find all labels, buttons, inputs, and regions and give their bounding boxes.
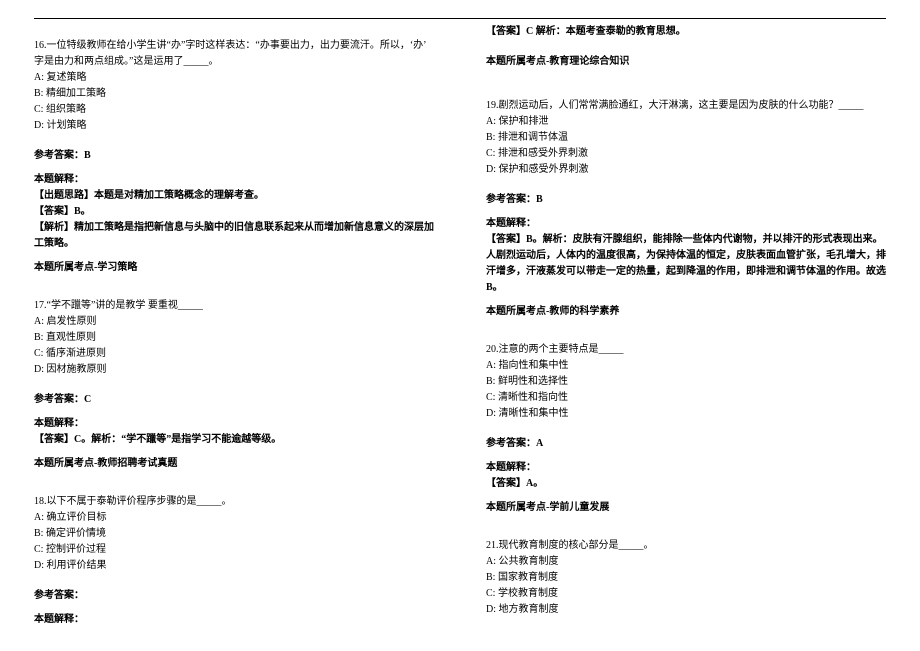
q16-block: 16.一位特级教师在给小学生讲“办”字时这样表达：“办事要出力，出力要流汗。所以… xyxy=(34,24,434,276)
q18-opt-b: B: 确定评价情境 xyxy=(34,526,434,542)
q17-opt-b: B: 直观性原则 xyxy=(34,330,434,346)
q18-stem: 18.以下不属于泰勒评价程序步骤的是_____。 xyxy=(34,494,434,510)
q19-answer: 参考答案：B xyxy=(486,192,886,208)
q21-opt-b: B: 国家教育制度 xyxy=(486,570,886,586)
q18-kaodian: 本题所属考点-教育理论综合知识 xyxy=(486,54,886,70)
q19-opt-b: B: 排泄和调节体温 xyxy=(486,130,886,146)
q17-block: 17.“学不躐等”讲的是教学 要重视_____ A: 启发性原则 B: 直观性原… xyxy=(34,298,434,472)
q20-opt-a: A: 指向性和集中性 xyxy=(486,358,886,374)
q19-jiexi-1: 【答案】B。解析：皮肤有汗腺组织，能排除一些体内代谢物，并以排汗的形式表现出来。… xyxy=(486,232,886,296)
q19-opt-a: A: 保护和排泄 xyxy=(486,114,886,130)
q18-jiexi-1: 【答案】C 解析：本题考查泰勒的教育思想。 xyxy=(486,24,886,40)
q20-jiexi-title: 本题解释： xyxy=(486,460,886,476)
q16-opt-a: A: 复述策略 xyxy=(34,70,434,86)
q16-jiexi-1: 【出题思路】本题是对精加工策略概念的理解考查。 xyxy=(34,188,434,204)
top-rule xyxy=(34,18,886,19)
q20-opt-c: C: 清晰性和指向性 xyxy=(486,390,886,406)
q20-jiexi-1: 【答案】A。 xyxy=(486,476,886,492)
q19-stem: 19.剧烈运动后，人们常常满脸通红，大汗淋漓，这主要是因为皮肤的什么功能？___… xyxy=(486,98,886,114)
q20-opt-d: D: 清晰性和集中性 xyxy=(486,406,886,422)
q20-answer: 参考答案：A xyxy=(486,436,886,452)
q18-opt-c: C: 控制评价过程 xyxy=(34,542,434,558)
q21-opt-d: D: 地方教育制度 xyxy=(486,602,886,618)
q20-block: 20.注意的两个主要特点是_____ A: 指向性和集中性 B: 鲜明性和选择性… xyxy=(486,342,886,516)
q19-opt-c: C: 排泄和感受外界刺激 xyxy=(486,146,886,162)
q21-stem: 21.现代教育制度的核心部分是_____。 xyxy=(486,538,886,554)
q21-block: 21.现代教育制度的核心部分是_____。 A: 公共教育制度 B: 国家教育制… xyxy=(486,538,886,618)
q17-opt-c: C: 循序渐进原则 xyxy=(34,346,434,362)
q16-opt-b: B: 精细加工策略 xyxy=(34,86,434,102)
q18-opt-d: D: 利用评价结果 xyxy=(34,558,434,574)
q17-jiexi-1: 【答案】C。解析：“学不躐等”是指学习不能逾越等级。 xyxy=(34,432,434,448)
q17-opt-a: A: 启发性原则 xyxy=(34,314,434,330)
q21-opt-c: C: 学校教育制度 xyxy=(486,586,886,602)
q17-jiexi-title: 本题解释： xyxy=(34,416,434,432)
q16-jiexi-3: 【解析】精加工策略是指把新信息与头脑中的旧信息联系起来从而增加新信息意义的深层加… xyxy=(34,220,434,252)
q21-opt-a: A: 公共教育制度 xyxy=(486,554,886,570)
q18-jiexi-title: 本题解释： xyxy=(34,612,434,628)
q16-jiexi-2: 【答案】B。 xyxy=(34,204,434,220)
q17-answer: 参考答案：C xyxy=(34,392,434,408)
q20-stem: 20.注意的两个主要特点是_____ xyxy=(486,342,886,358)
q19-opt-d: D: 保护和感受外界刺激 xyxy=(486,162,886,178)
page-container: 16.一位特级教师在给小学生讲“办”字时这样表达：“办事要出力，出力要流汗。所以… xyxy=(0,0,920,651)
q16-opt-d: D: 计划策略 xyxy=(34,118,434,134)
q16-kaodian: 本题所属考点-学习策略 xyxy=(34,260,434,276)
q18-answer: 参考答案： xyxy=(34,588,434,604)
q20-opt-b: B: 鲜明性和选择性 xyxy=(486,374,886,390)
q19-block: 19.剧烈运动后，人们常常满脸通红，大汗淋漓，这主要是因为皮肤的什么功能？___… xyxy=(486,98,886,320)
q17-kaodian: 本题所属考点-教师招聘考试真题 xyxy=(34,456,434,472)
q16-jiexi-title: 本题解释： xyxy=(34,172,434,188)
q16-answer: 参考答案：B xyxy=(34,148,434,164)
q16-opt-c: C: 组织策略 xyxy=(34,102,434,118)
q17-opt-d: D: 因材施教原则 xyxy=(34,362,434,378)
q17-stem: 17.“学不躐等”讲的是教学 要重视_____ xyxy=(34,298,434,314)
q19-kaodian: 本题所属考点-教师的科学素养 xyxy=(486,304,886,320)
q18-opt-a: A: 确立评价目标 xyxy=(34,510,434,526)
q16-stem: 16.一位特级教师在给小学生讲“办”字时这样表达：“办事要出力，出力要流汗。所以… xyxy=(34,38,434,70)
q19-jiexi-title: 本题解释： xyxy=(486,216,886,232)
q20-kaodian: 本题所属考点-学前儿童发展 xyxy=(486,500,886,516)
